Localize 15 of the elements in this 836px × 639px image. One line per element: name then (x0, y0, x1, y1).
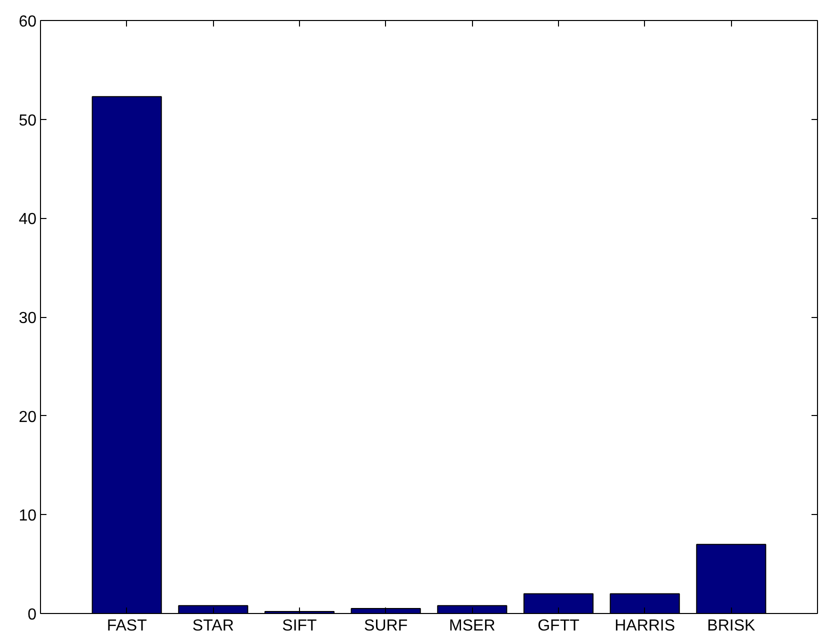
y-tick-label: 20 (18, 408, 37, 426)
x-tick-label: GFTT (538, 618, 580, 634)
y-tick-label: 40 (18, 211, 37, 228)
y-tick-label: 0 (28, 606, 37, 624)
y-tick-label: 60 (18, 14, 37, 30)
x-tick-label: HARRIS (614, 618, 676, 634)
y-tick-label: 10 (18, 508, 37, 525)
x-tick-label: MSER (449, 618, 496, 634)
x-tick-label: STAR (192, 618, 234, 634)
y-tick-label: 30 (18, 310, 37, 327)
x-tick-label: SURF (364, 618, 408, 634)
x-tick-label: SIFT (282, 618, 318, 634)
x-tick-label: FAST (106, 618, 148, 634)
x-tick-label: BRISK (707, 618, 756, 634)
y-tick-label: 50 (18, 112, 37, 130)
